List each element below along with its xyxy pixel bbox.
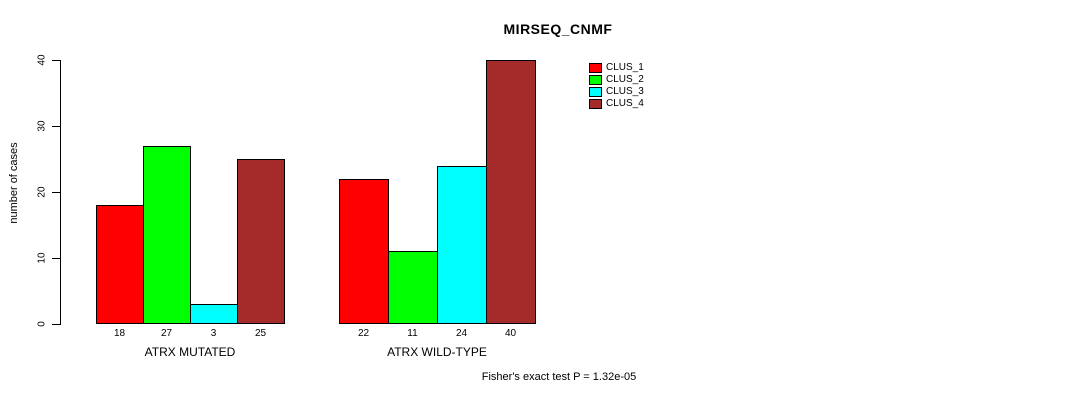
bar-value-label: 3 — [210, 328, 217, 339]
bar-value-label: 25 — [254, 328, 267, 339]
y-axis-label: number of cases — [8, 142, 20, 224]
legend-label: CLUS_1 — [606, 62, 644, 73]
legend-item: CLUS_1 — [589, 62, 644, 74]
bar-clus_2-1 — [143, 146, 191, 324]
legend-label: CLUS_4 — [606, 98, 644, 109]
bar-clus_2-2 — [388, 251, 438, 324]
bar-clus_3-2 — [437, 166, 487, 324]
footer-annotation: Fisher's exact test P = 1.32e-05 — [481, 371, 637, 383]
y-tick-label: 40 — [36, 54, 48, 66]
legend-label: CLUS_2 — [606, 74, 644, 85]
bar-value-label: 18 — [113, 328, 126, 339]
bar-value-label: 24 — [455, 328, 468, 339]
bar-clus_4-2 — [486, 60, 536, 324]
legend-swatch-icon — [589, 99, 602, 109]
y-axis — [60, 60, 61, 325]
legend-item: CLUS_2 — [589, 74, 644, 86]
y-tick-mark — [52, 126, 60, 127]
y-tick-mark — [52, 60, 60, 61]
y-tick-mark — [52, 192, 60, 193]
group-label-1: ATRX MUTATED — [144, 345, 236, 359]
bar-clus_1-1 — [96, 205, 144, 324]
legend-swatch-icon — [589, 63, 602, 73]
legend-swatch-icon — [589, 75, 602, 85]
bar-clus_4-1 — [237, 159, 285, 324]
y-tick-label: 30 — [36, 120, 48, 132]
bar-clus_3-1 — [190, 304, 238, 324]
bar-clus_1-2 — [339, 179, 389, 324]
legend: CLUS_1 CLUS_2 CLUS_3 CLUS_4 — [589, 62, 644, 110]
legend-swatch-icon — [589, 87, 602, 97]
group-label-2: ATRX WILD-TYPE — [387, 345, 487, 359]
legend-item: CLUS_3 — [589, 86, 644, 98]
y-tick-label: 20 — [36, 186, 48, 198]
bar-value-label: 27 — [160, 328, 173, 339]
legend-label: CLUS_3 — [606, 86, 644, 97]
y-tick-label: 10 — [36, 252, 48, 264]
y-tick-mark — [52, 258, 60, 259]
legend-item: CLUS_4 — [589, 98, 644, 110]
bar-value-label: 22 — [357, 328, 370, 339]
bar-value-label: 11 — [407, 328, 418, 339]
bar-value-label: 40 — [504, 328, 517, 339]
y-tick-mark — [52, 324, 60, 325]
y-tick-label: 0 — [36, 321, 48, 327]
chart-title: MIRSEQ_CNMF — [503, 21, 613, 37]
